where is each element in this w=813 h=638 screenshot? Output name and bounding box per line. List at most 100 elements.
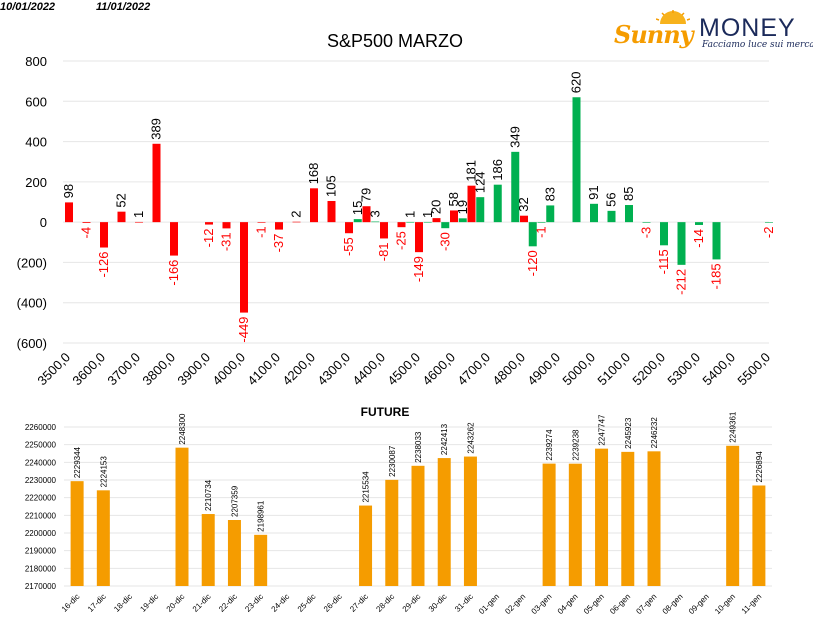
sp500-bar bbox=[590, 203, 598, 223]
future-bars bbox=[70, 445, 766, 586]
sp500-bar bbox=[607, 210, 616, 223]
sp500-data-label: 15 bbox=[350, 201, 365, 215]
future-bar bbox=[411, 465, 425, 586]
future-data-label: 2248300 bbox=[178, 413, 187, 445]
future-x-tick-label: 26-dic bbox=[322, 592, 344, 614]
future-bar bbox=[542, 463, 556, 586]
sp500-data-label: 19 bbox=[455, 200, 470, 214]
sp500-data-label: 105 bbox=[324, 175, 339, 197]
sp500-data-label: 98 bbox=[61, 184, 76, 198]
future-x-tick-label: 18-dic bbox=[112, 592, 134, 614]
sp500-chart-title: S&P500 MARZO bbox=[327, 31, 463, 51]
sp500-gridlines bbox=[63, 60, 769, 344]
sp500-y-tick-label: 600 bbox=[25, 94, 47, 109]
sp500-data-label: -115 bbox=[656, 249, 671, 274]
sp500-data-label: -55 bbox=[341, 237, 356, 256]
future-data-label: 2224153 bbox=[99, 456, 108, 488]
sp500-data-label: -30 bbox=[437, 232, 452, 251]
sp500-bar bbox=[100, 222, 108, 248]
sp500-bars bbox=[65, 97, 773, 313]
future-x-tick-label: 09-gen bbox=[687, 592, 711, 616]
future-data-label: 2230087 bbox=[388, 445, 397, 477]
future-bar bbox=[568, 463, 582, 586]
future-bar bbox=[227, 519, 241, 586]
future-y-tick-label: 2220000 bbox=[25, 494, 57, 503]
sp500-bar bbox=[327, 200, 336, 223]
future-x-tick-label: 10-gen bbox=[713, 592, 737, 616]
sp500-data-label: 1 bbox=[402, 211, 417, 218]
future-bar bbox=[437, 458, 451, 586]
future-x-tick-label: 29-dic bbox=[401, 592, 423, 614]
future-x-tick-label: 08-gen bbox=[661, 592, 685, 616]
future-data-label: 2210734 bbox=[204, 479, 213, 511]
sp500-bar bbox=[625, 205, 633, 223]
sp500-data-label: -2 bbox=[761, 227, 776, 239]
sp500-bar bbox=[476, 197, 485, 223]
future-x-tick-label: 19-dic bbox=[138, 592, 160, 614]
logo-sunny-text: Sunny bbox=[614, 20, 694, 49]
sp500-bar bbox=[257, 222, 266, 223]
sp500-bar bbox=[117, 211, 126, 223]
sp500-bar bbox=[205, 222, 213, 225]
future-x-tick-label: 31-dic bbox=[453, 592, 475, 614]
future-y-tick-label: 2230000 bbox=[25, 476, 57, 485]
date-right: 11/01/2022 bbox=[96, 1, 151, 13]
sp500-data-label: -120 bbox=[525, 250, 540, 276]
future-bar bbox=[647, 451, 661, 586]
sp500-data-label: 2 bbox=[289, 211, 304, 218]
sp500-y-tick-label: 800 bbox=[25, 54, 47, 69]
sp500-data-label: -212 bbox=[674, 269, 689, 295]
future-data-label: 2242413 bbox=[440, 423, 449, 455]
sp500-bar bbox=[310, 188, 318, 223]
sp500-bar bbox=[467, 185, 476, 223]
sp500-bar bbox=[415, 222, 423, 253]
logo-money-text: MONEY bbox=[699, 14, 796, 42]
future-bar bbox=[70, 481, 84, 586]
sp500-data-label: -81 bbox=[376, 242, 391, 261]
future-bar bbox=[175, 447, 189, 586]
sp500-bar bbox=[765, 222, 773, 223]
sp500-y-tick-label: 0 bbox=[40, 215, 47, 230]
future-y-tick-label: 2250000 bbox=[25, 441, 57, 450]
future-x-axis: 16-dic 17-dic 18-dic 19-dic 20-dic 21-dic 22-d… bbox=[60, 592, 764, 616]
future-x-tick-label: 07-gen bbox=[634, 592, 658, 616]
sp500-data-label: -1 bbox=[534, 226, 549, 238]
sp500-data-label: 181 bbox=[464, 160, 479, 182]
sp500-data-label: -126 bbox=[96, 252, 111, 278]
future-bar bbox=[463, 456, 477, 586]
sp500-bar bbox=[441, 222, 450, 229]
future-data-label: 2243262 bbox=[466, 422, 475, 454]
future-x-tick-label: 01-gen bbox=[477, 592, 501, 616]
sp500-data-label: -3 bbox=[639, 227, 654, 239]
sp500-bar bbox=[135, 221, 143, 223]
future-bar bbox=[752, 485, 766, 586]
future-data-label: 2215534 bbox=[362, 471, 371, 503]
future-data-label: 2246232 bbox=[650, 417, 659, 449]
sp500-data-label: 3 bbox=[367, 210, 382, 217]
sp500-data-label: 1 bbox=[131, 211, 146, 218]
logo-tagline: Facciamo luce sui mercati bbox=[702, 40, 813, 50]
sp500-data-label: 1 bbox=[420, 211, 435, 218]
future-y-tick-label: 2240000 bbox=[25, 458, 57, 467]
future-y-tick-label: 2260000 bbox=[25, 423, 57, 432]
sp500-y-tick-label: (200) bbox=[17, 255, 47, 270]
sp500-bar bbox=[432, 218, 441, 223]
future-x-tick-label: 24-dic bbox=[270, 592, 292, 614]
sp500-y-tick-label: (400) bbox=[17, 296, 47, 311]
future-chart-title: FUTURE bbox=[361, 405, 410, 419]
sp500-bar bbox=[353, 219, 362, 223]
sp500-bar bbox=[450, 210, 458, 223]
sp500-bar bbox=[406, 221, 415, 223]
future-x-tick-label: 17-dic bbox=[86, 592, 108, 614]
future-y-tick-label: 2170000 bbox=[25, 582, 57, 591]
sp500-data-label: -1 bbox=[254, 226, 269, 238]
sp500-data-label: 85 bbox=[621, 187, 636, 201]
sp500-bar bbox=[528, 222, 537, 247]
sp500-bar bbox=[642, 222, 651, 223]
sp500-bar bbox=[362, 206, 371, 223]
future-data-label: 2198961 bbox=[257, 500, 266, 532]
sp500-data-label: -14 bbox=[691, 229, 706, 248]
future-x-tick-label: 25-dic bbox=[296, 592, 318, 614]
sp500-bar bbox=[423, 221, 432, 223]
